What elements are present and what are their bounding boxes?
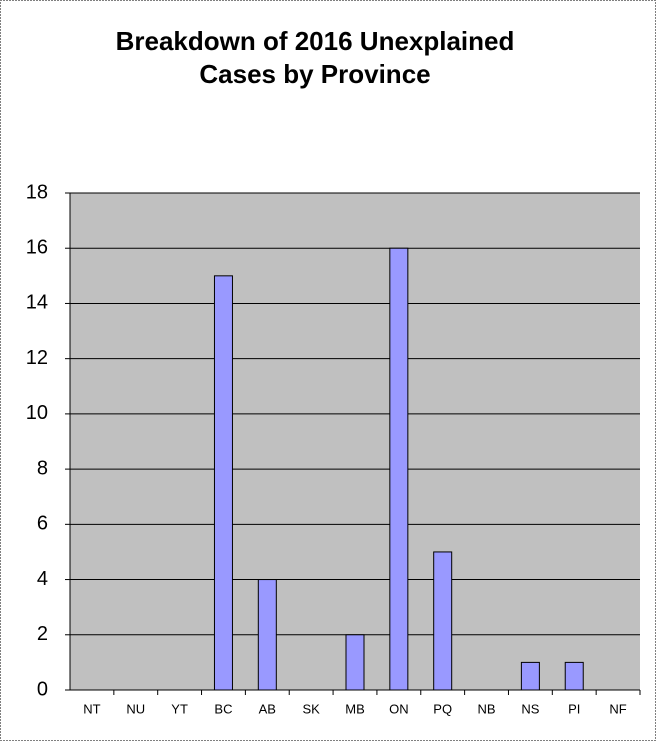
y-tick-label: 2 bbox=[37, 623, 48, 645]
x-tick-label: NF bbox=[609, 701, 626, 716]
y-tick-label: 4 bbox=[37, 568, 48, 590]
y-tick-label: 14 bbox=[26, 292, 48, 314]
bar bbox=[257, 579, 277, 691]
x-tick-label: PQ bbox=[433, 701, 452, 716]
bar bbox=[213, 275, 233, 691]
x-tick-label: ON bbox=[389, 701, 409, 716]
bar bbox=[433, 551, 453, 691]
bar bbox=[345, 634, 365, 691]
bar bbox=[520, 661, 540, 691]
y-tick-label: 10 bbox=[26, 402, 48, 424]
chart-title: Breakdown of 2016 Unexplained bbox=[116, 26, 515, 56]
y-tick-label: 16 bbox=[26, 237, 48, 259]
chart-title: Cases by Province bbox=[199, 59, 430, 89]
bar bbox=[389, 247, 409, 691]
y-tick-label: 8 bbox=[37, 457, 48, 479]
x-tick-label: NT bbox=[83, 701, 100, 716]
x-tick-label: NB bbox=[478, 701, 496, 716]
x-tick-label: BC bbox=[214, 701, 232, 716]
y-tick-label: 0 bbox=[37, 678, 48, 700]
x-tick-label: MB bbox=[345, 701, 365, 716]
x-tick-label: NU bbox=[126, 701, 145, 716]
y-tick-label: 6 bbox=[37, 513, 48, 535]
x-tick-label: YT bbox=[171, 701, 188, 716]
x-tick-label: AB bbox=[259, 701, 276, 716]
x-tick-label: PI bbox=[568, 701, 580, 716]
plot-area bbox=[70, 193, 640, 690]
y-tick-label: 18 bbox=[26, 181, 48, 203]
x-tick-label: NS bbox=[521, 701, 539, 716]
x-tick-label: SK bbox=[302, 701, 320, 716]
bar bbox=[564, 661, 584, 691]
y-tick-label: 12 bbox=[26, 347, 48, 369]
